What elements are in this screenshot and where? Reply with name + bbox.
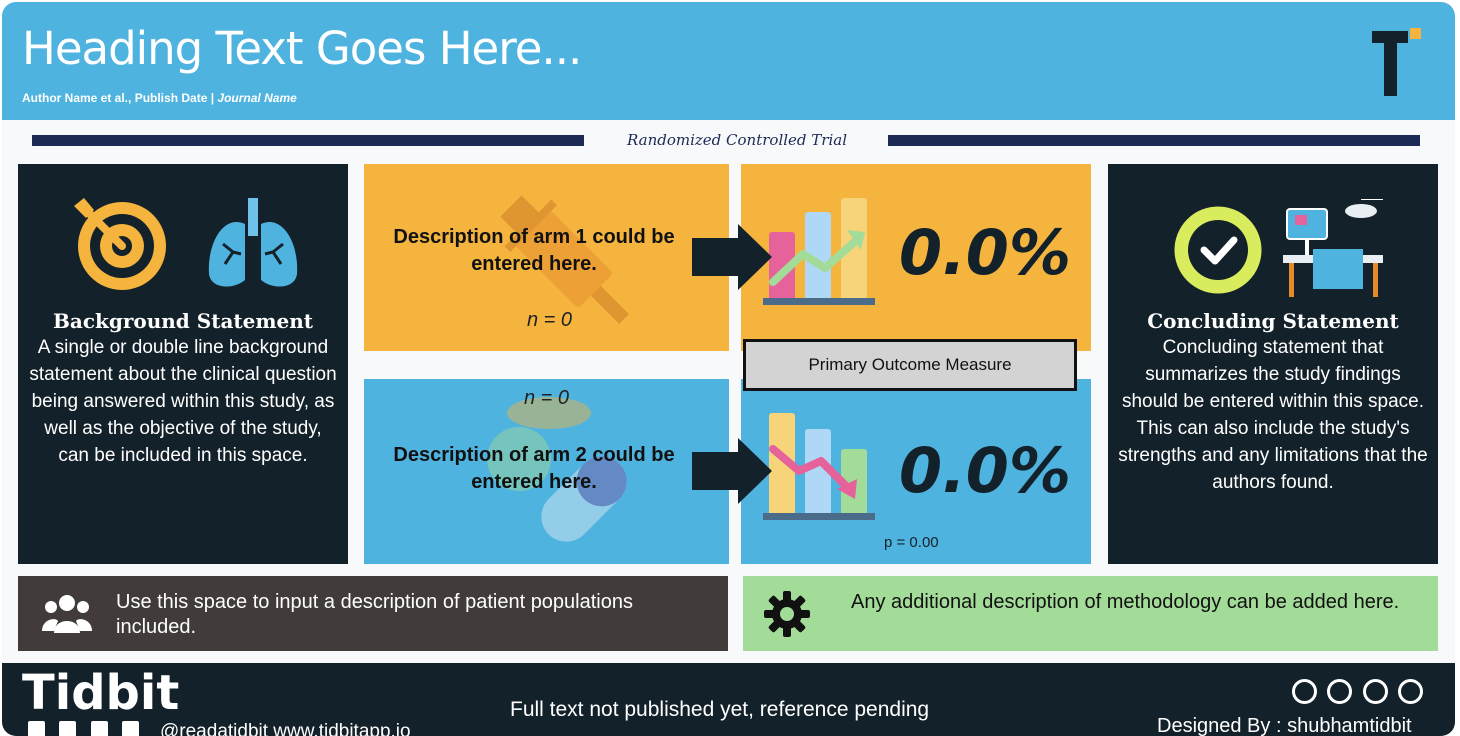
gear-icon — [764, 591, 810, 637]
study-type-label: Randomized Controlled Trial — [627, 131, 847, 149]
background-title: Background Statement — [52, 309, 314, 333]
lungs-icon — [208, 198, 298, 287]
checkmark-icon — [1171, 203, 1265, 297]
reference-text: Full text not published yet, reference p… — [510, 698, 930, 721]
instagram-icon[interactable] — [122, 721, 140, 736]
by-icon — [1327, 679, 1353, 704]
arm1-n: n = 0 — [527, 309, 573, 331]
divider-left — [32, 135, 584, 146]
arm2-n: n = 0 — [524, 387, 570, 409]
chart-up-icon — [763, 198, 875, 305]
arm1-outcome-value: 0.0% — [899, 216, 1071, 289]
users-icon — [42, 595, 92, 633]
footer: Tidbit @readatidbit www.tidbitapp.io Ful… — [2, 663, 1455, 736]
arm1-description: Description of arm 1 could be entered he… — [393, 226, 675, 275]
nc-icon — [1398, 679, 1424, 704]
linkedin-icon[interactable] — [90, 721, 108, 736]
population-text: Use this space to input a description of… — [116, 591, 633, 638]
background-body: A single or double line background state… — [29, 337, 337, 466]
primary-outcome-label: Primary Outcome Measure — [743, 339, 1077, 391]
license-icons — [1292, 679, 1429, 709]
patient-monitor-icon — [1283, 199, 1383, 297]
arm2-description: Description of arm 2 could be entered he… — [393, 444, 675, 493]
social-icons — [28, 721, 149, 736]
social-handle[interactable]: @readatidbit www.tidbitapp.io — [160, 721, 411, 736]
journal-name: Journal Name — [217, 91, 297, 105]
tidbit-t-logo-icon — [1372, 28, 1421, 96]
pills-icon — [487, 397, 627, 542]
background-panel: Background Statement A single or double … — [18, 164, 348, 564]
target-icon — [74, 198, 166, 290]
arm2-arrow-icon — [692, 438, 772, 504]
arm1-arrow-icon — [692, 224, 772, 290]
sa-icon — [1362, 679, 1388, 704]
arm1-outcome-panel: 0.0% — [741, 164, 1091, 351]
arm2-outcome-panel: 0.0% p = 0.00 — [741, 379, 1091, 564]
p-value: p = 0.00 — [884, 534, 939, 551]
divider-right — [888, 135, 1420, 146]
chart-down-icon — [763, 413, 875, 520]
designed-by: Designed By : shubhamtidbit — [1157, 715, 1412, 736]
arm2-outcome-value: 0.0% — [899, 434, 1071, 507]
header-banner: Heading Text Goes Here... Author Name et… — [2, 2, 1455, 120]
brand-logo: Tidbit — [22, 665, 180, 721]
cc-icon — [1292, 679, 1317, 704]
syringe-icon — [500, 195, 630, 325]
conclusion-body: Concluding statement that summarizes the… — [1118, 337, 1428, 493]
conclusion-panel: Concluding Statement Concluding statemen… — [1108, 164, 1438, 564]
arm2-panel: n = 0 Description of arm 2 could be ente… — [364, 379, 729, 564]
conclusion-title: Concluding Statement — [1147, 309, 1399, 333]
facebook-icon[interactable] — [28, 721, 45, 736]
authors-date: Author Name et al., Publish Date — [22, 91, 208, 105]
population-bar: Use this space to input a description of… — [18, 576, 728, 651]
twitter-icon[interactable] — [59, 721, 77, 736]
byline: Author Name et al., Publish Date | Journ… — [22, 91, 297, 105]
arm1-panel: Description of arm 1 could be entered he… — [364, 164, 729, 351]
methodology-bar: Any additional description of methodolog… — [743, 576, 1438, 651]
methodology-text: Any additional description of methodolog… — [851, 591, 1400, 613]
page-title: Heading Text Goes Here... — [22, 22, 582, 75]
byline-separator: | — [210, 91, 215, 105]
